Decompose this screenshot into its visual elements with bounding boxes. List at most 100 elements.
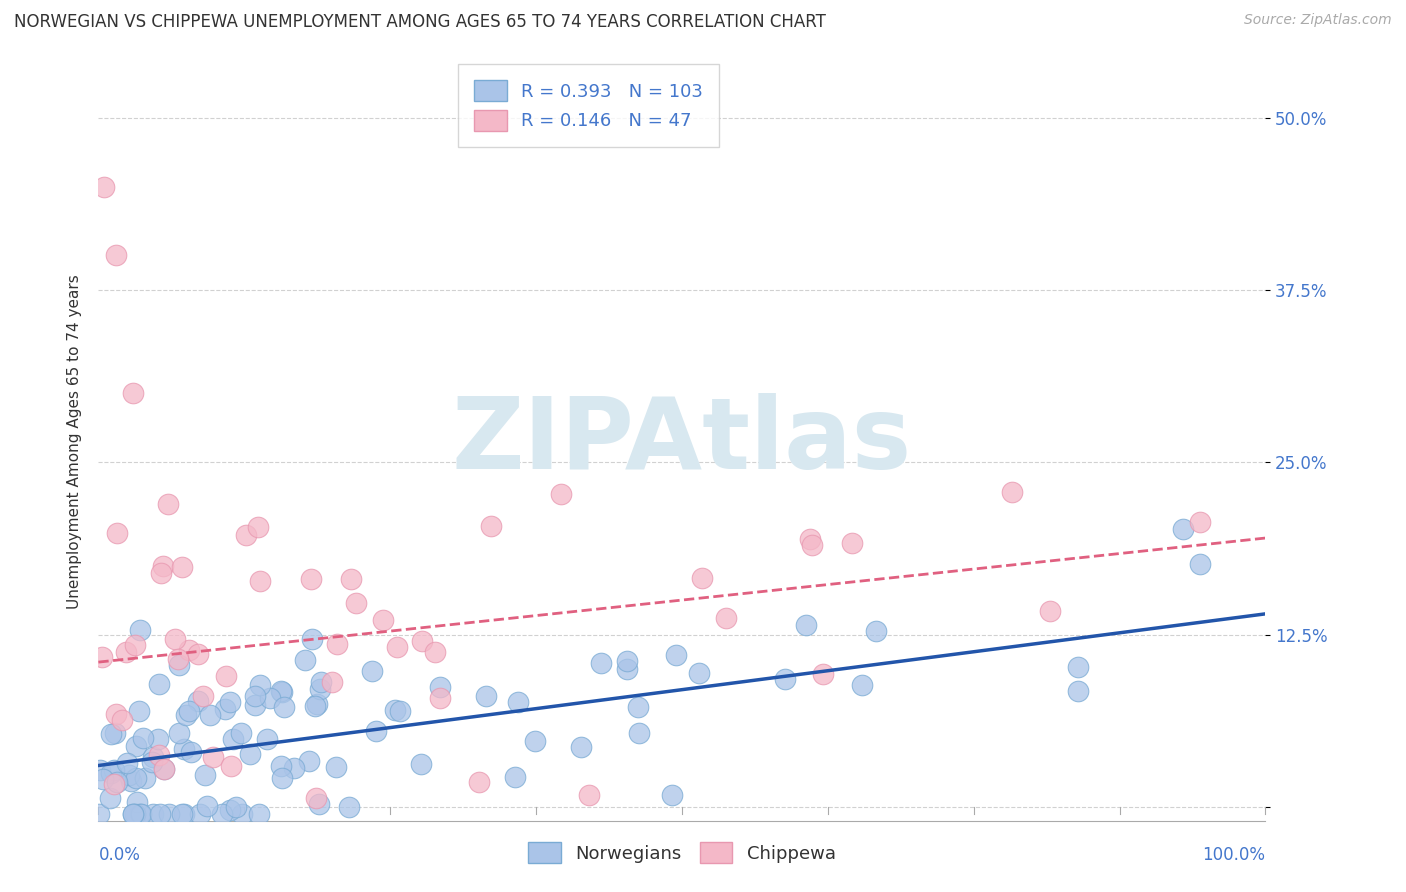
Point	[385, 640, 408, 654]
Point	[661, 788, 683, 802]
Point	[187, 694, 209, 708]
Point	[578, 788, 600, 802]
Text: 100.0%: 100.0%	[1202, 846, 1265, 863]
Point	[589, 657, 612, 671]
Point	[411, 633, 433, 648]
Point	[308, 797, 330, 811]
Point	[773, 672, 796, 686]
Point	[299, 573, 322, 587]
Point	[122, 806, 145, 821]
Point	[467, 775, 489, 789]
Point	[98, 790, 121, 805]
Point	[125, 771, 148, 785]
Point	[1039, 604, 1062, 618]
Point	[389, 705, 412, 719]
Point	[169, 726, 191, 740]
Point	[180, 746, 202, 760]
Point	[93, 772, 115, 786]
Point	[1067, 683, 1090, 698]
Point	[479, 519, 502, 533]
Point	[93, 179, 115, 194]
Point	[122, 386, 145, 401]
Point	[688, 666, 710, 681]
Point	[142, 750, 165, 764]
Point	[305, 790, 328, 805]
Point	[193, 689, 215, 703]
Point	[148, 731, 170, 746]
Point	[270, 771, 292, 785]
Point	[231, 806, 253, 821]
Point	[179, 643, 201, 657]
Point	[173, 741, 195, 756]
Point	[195, 799, 218, 814]
Point	[91, 649, 114, 664]
Point	[219, 758, 242, 772]
Point	[364, 724, 387, 739]
Point	[1188, 515, 1211, 529]
Point	[1188, 558, 1211, 572]
Point	[104, 725, 127, 739]
Point	[194, 768, 217, 782]
Point	[503, 770, 526, 784]
Point	[259, 690, 281, 705]
Point	[103, 763, 125, 777]
Point	[616, 654, 638, 668]
Point	[692, 571, 714, 585]
Point	[214, 702, 236, 716]
Point	[107, 774, 129, 789]
Point	[801, 538, 824, 552]
Legend: Norwegians, Chippewa: Norwegians, Chippewa	[519, 833, 845, 872]
Text: NORWEGIAN VS CHIPPEWA UNEMPLOYMENT AMONG AGES 65 TO 74 YEARS CORRELATION CHART: NORWEGIAN VS CHIPPEWA UNEMPLOYMENT AMONG…	[14, 13, 825, 31]
Point	[550, 487, 572, 501]
Y-axis label: Unemployment Among Ages 65 to 74 years: Unemployment Among Ages 65 to 74 years	[66, 274, 82, 609]
Point	[429, 680, 451, 694]
Point	[149, 806, 172, 821]
Point	[714, 611, 737, 625]
Point	[100, 727, 122, 741]
Point	[249, 678, 271, 692]
Text: ZIPAtlas: ZIPAtlas	[451, 393, 912, 490]
Point	[222, 731, 245, 746]
Point	[340, 572, 363, 586]
Point	[148, 747, 170, 762]
Point	[243, 689, 266, 703]
Point	[124, 806, 146, 821]
Point	[157, 806, 180, 821]
Point	[273, 700, 295, 714]
Point	[665, 648, 688, 662]
Point	[508, 695, 530, 709]
Point	[337, 799, 360, 814]
Point	[371, 613, 394, 627]
Point	[311, 675, 333, 690]
Point	[218, 803, 240, 817]
Point	[202, 750, 225, 764]
Point	[148, 676, 170, 690]
Point	[294, 653, 316, 667]
Point	[134, 771, 156, 785]
Point	[474, 690, 496, 704]
Point	[865, 624, 887, 638]
Point	[301, 632, 323, 647]
Point	[246, 520, 269, 534]
Point	[283, 761, 305, 775]
Point	[103, 777, 125, 791]
Point	[169, 657, 191, 672]
Point	[851, 677, 873, 691]
Point	[128, 806, 150, 821]
Point	[799, 532, 821, 546]
Point	[271, 685, 294, 699]
Point	[157, 497, 180, 511]
Point	[188, 806, 211, 821]
Point	[111, 714, 134, 728]
Point	[115, 756, 138, 771]
Point	[1001, 484, 1024, 499]
Point	[198, 707, 221, 722]
Point	[89, 806, 111, 821]
Point	[120, 774, 142, 789]
Point	[219, 695, 242, 709]
Point	[325, 759, 347, 773]
Point	[104, 248, 127, 262]
Point	[165, 632, 187, 646]
Point	[105, 526, 128, 541]
Point	[166, 652, 188, 666]
